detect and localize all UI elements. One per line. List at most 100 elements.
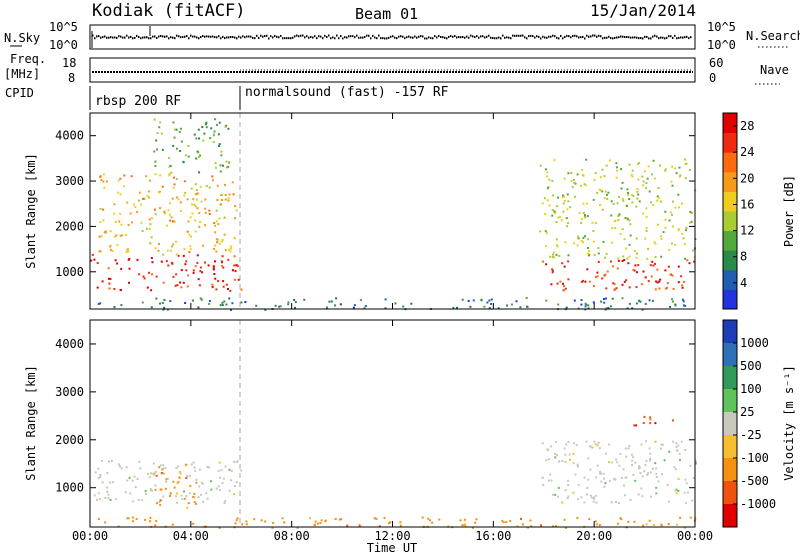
nsky-sample <box>638 37 640 40</box>
power-cell <box>104 231 107 234</box>
velocity-cell <box>663 459 666 462</box>
nsky-sample <box>370 37 372 40</box>
nsky-sample <box>340 35 342 38</box>
nsky-sample <box>554 35 556 38</box>
velocity-cell <box>567 483 570 486</box>
velocity-cell <box>590 494 592 497</box>
power-cell <box>108 287 111 290</box>
nsky-sample <box>456 36 458 39</box>
nsky-sample <box>184 35 186 38</box>
nsky-sample <box>290 37 292 40</box>
power-cell <box>555 253 558 256</box>
nsky-sample <box>584 37 586 40</box>
power-cell <box>229 250 232 253</box>
velocity-cell <box>184 497 187 500</box>
nsky-sample <box>248 35 250 38</box>
nsky-sample <box>180 36 182 39</box>
nsky-sample <box>388 36 390 39</box>
power-cell <box>90 259 93 262</box>
power-cell <box>672 200 674 203</box>
power-cell <box>645 227 648 229</box>
nsky-sample <box>510 37 512 40</box>
velocity-cell <box>660 473 663 476</box>
nsky-sample <box>270 35 272 38</box>
power-cell <box>136 258 139 261</box>
power-cell <box>213 273 216 275</box>
velocity-cell <box>215 487 218 490</box>
nsky-sample <box>112 36 114 39</box>
velocity-cell <box>547 479 550 482</box>
colorbar-swatch <box>723 504 737 528</box>
power-cell <box>546 171 549 174</box>
power-cell <box>584 305 587 308</box>
power-cell <box>635 286 638 289</box>
velocity-cell <box>240 469 243 472</box>
power-cell <box>176 196 178 199</box>
velocity-cell <box>604 482 607 485</box>
velocity-cell <box>550 479 553 482</box>
power-cell <box>650 201 652 204</box>
colorbar-tick-label: 12 <box>740 224 754 238</box>
nsky-sample <box>264 34 266 37</box>
velocity-cell <box>594 443 597 446</box>
nsky-sample <box>314 35 316 38</box>
velocity-cell <box>694 463 697 466</box>
power-cell <box>671 165 674 168</box>
power-cell <box>681 202 683 205</box>
velocity-cell <box>520 517 522 520</box>
power-cell <box>586 252 589 255</box>
velocity-cell <box>185 463 188 466</box>
power-cell <box>657 223 659 226</box>
nsky-sample <box>516 34 518 37</box>
power-cell <box>607 307 610 310</box>
power-cell <box>161 148 164 151</box>
power-cell <box>216 241 219 244</box>
velocity-cell <box>649 459 652 462</box>
velocity-cell <box>463 523 466 526</box>
velocity-cell <box>114 498 117 501</box>
power-cell <box>214 244 217 247</box>
nsky-sample <box>512 34 514 37</box>
power-cell <box>178 131 181 134</box>
power-cell <box>657 187 660 189</box>
power-cell <box>515 300 518 303</box>
velocity-cell <box>271 526 274 529</box>
nsky-sample <box>162 35 164 38</box>
velocity-cell <box>649 452 652 455</box>
power-cell <box>631 201 634 204</box>
velocity-cell <box>576 465 579 468</box>
power-cell <box>677 281 680 284</box>
power-cell <box>198 155 200 158</box>
power-cell <box>255 304 258 307</box>
power-cell <box>215 220 218 223</box>
velocity-cell <box>684 449 687 451</box>
power-cell <box>196 150 199 153</box>
power-cell <box>100 179 103 182</box>
power-cell <box>603 301 606 304</box>
power-cell <box>552 194 555 197</box>
nsky-sample <box>470 34 472 37</box>
velocity-cell <box>188 492 191 495</box>
velocity-cell <box>431 521 434 524</box>
power-cell <box>126 249 129 252</box>
power-cell <box>211 286 214 289</box>
power-cell <box>666 282 669 285</box>
nsky-sample <box>572 35 574 38</box>
nsky-sample <box>330 37 332 40</box>
nsky-sample <box>594 34 596 37</box>
velocity-cell <box>598 447 601 450</box>
velocity-cell <box>649 422 652 425</box>
velocity-cell <box>603 477 605 480</box>
power-cell <box>142 275 145 278</box>
nsky-sample <box>334 37 336 40</box>
velocity-cell <box>309 517 311 520</box>
velocity-cell <box>620 518 623 521</box>
velocity-cell <box>155 520 158 523</box>
power-cell <box>656 281 659 284</box>
velocity-cell <box>461 524 464 527</box>
nsky-sample <box>664 37 666 40</box>
power-cell <box>222 280 225 283</box>
power-cell <box>666 286 669 289</box>
velocity-cell <box>99 498 102 501</box>
power-cell <box>287 301 290 304</box>
